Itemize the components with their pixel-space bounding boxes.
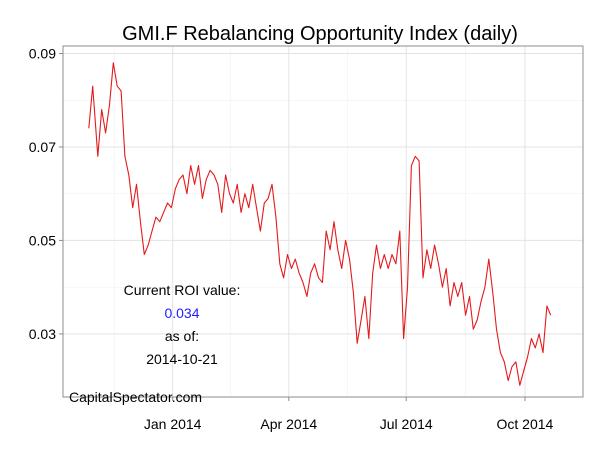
y-tick-label: 0.03 [29,326,56,342]
y-tick-label: 0.05 [29,232,56,248]
series-line [88,62,552,386]
annotation-asof-label: as of: [165,328,199,344]
plot-panel-border [62,45,584,398]
series-layer [88,62,552,386]
x-tick-label: Apr 2014 [260,416,317,432]
annotation-date: 2014-10-21 [146,351,218,367]
x-tick-label: Jul 2014 [380,416,433,432]
y-tick-label: 0.09 [29,45,56,61]
chart-title: GMI.F Rebalancing Opportunity Index (dai… [122,23,518,45]
y-tick-label: 0.07 [29,139,56,155]
annotation-value: 0.034 [164,305,199,321]
axis-layer: 0.03 0.05 0.07 0.09 Jan 2014 Apr 2014 Jul 2014… [29,45,554,432]
x-tick-label: Oct 2014 [497,416,554,432]
x-tick-label: Jan 2014 [144,416,202,432]
credit-text: CapitalSpectator.com [69,389,202,405]
annotation-label: Current ROI value: [124,282,241,298]
grid-layer [63,46,583,397]
